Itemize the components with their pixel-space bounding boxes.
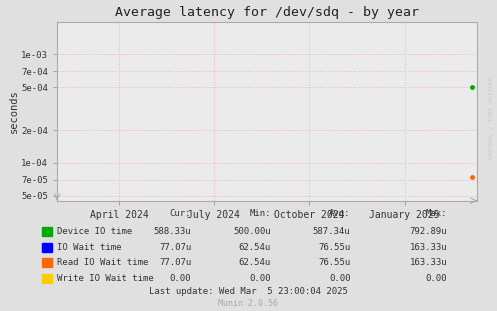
Text: 77.07u: 77.07u: [159, 258, 191, 267]
Text: Write IO Wait time: Write IO Wait time: [57, 274, 154, 283]
Text: 0.00: 0.00: [249, 274, 271, 283]
Text: Last update: Wed Mar  5 23:00:04 2025: Last update: Wed Mar 5 23:00:04 2025: [149, 287, 348, 296]
Text: 0.00: 0.00: [170, 274, 191, 283]
Text: 77.07u: 77.07u: [159, 243, 191, 252]
Text: 76.55u: 76.55u: [318, 258, 350, 267]
Text: 500.00u: 500.00u: [233, 227, 271, 236]
Text: Cur:: Cur:: [170, 209, 191, 218]
Text: 0.00: 0.00: [426, 274, 447, 283]
Text: 588.33u: 588.33u: [154, 227, 191, 236]
Text: Max:: Max:: [426, 209, 447, 218]
Text: RRDTOOL / TOBI OETIKER: RRDTOOL / TOBI OETIKER: [489, 77, 494, 160]
Text: Min:: Min:: [249, 209, 271, 218]
Text: Munin 2.0.56: Munin 2.0.56: [219, 299, 278, 308]
Text: 62.54u: 62.54u: [239, 258, 271, 267]
Text: Device IO time: Device IO time: [57, 227, 132, 236]
Text: IO Wait time: IO Wait time: [57, 243, 122, 252]
Text: 792.89u: 792.89u: [410, 227, 447, 236]
Text: Avg:: Avg:: [329, 209, 350, 218]
Text: 62.54u: 62.54u: [239, 243, 271, 252]
Text: 76.55u: 76.55u: [318, 243, 350, 252]
Text: 0.00: 0.00: [329, 274, 350, 283]
Text: Read IO Wait time: Read IO Wait time: [57, 258, 149, 267]
Text: 587.34u: 587.34u: [313, 227, 350, 236]
Text: 163.33u: 163.33u: [410, 258, 447, 267]
Text: 163.33u: 163.33u: [410, 243, 447, 252]
Y-axis label: seconds: seconds: [8, 89, 18, 133]
Title: Average latency for /dev/sdq - by year: Average latency for /dev/sdq - by year: [115, 6, 419, 19]
